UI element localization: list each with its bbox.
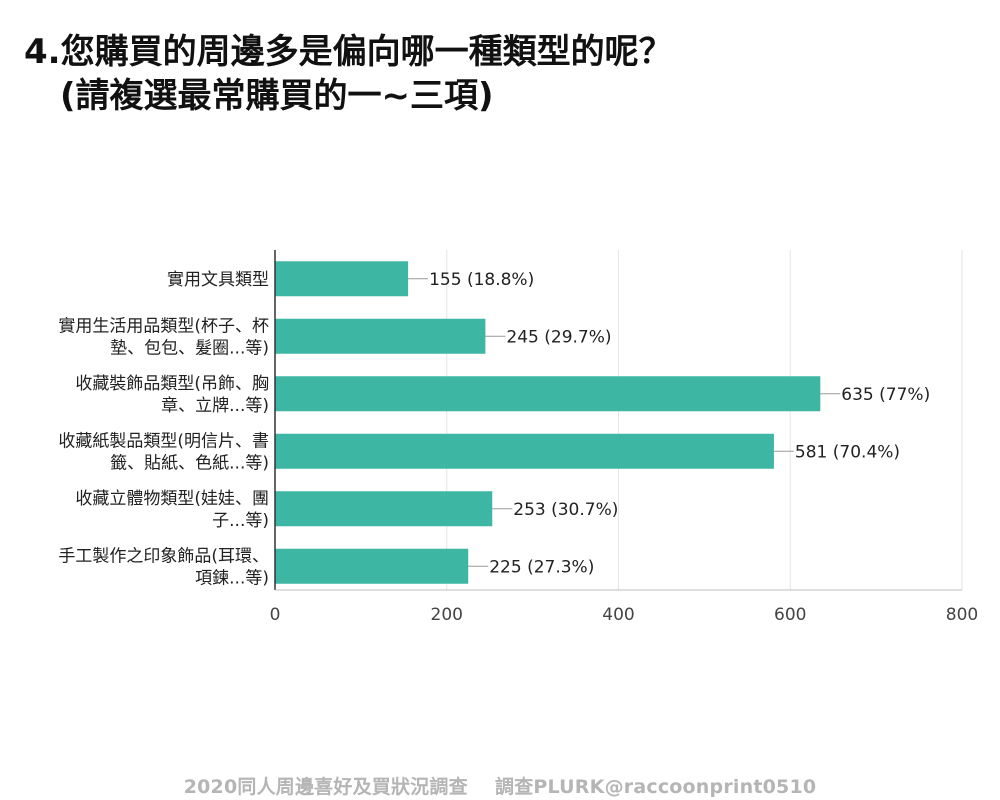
category-label: 收藏立體物類型(娃娃、團 xyxy=(75,489,269,509)
title-line-1: 4.您購買的周邊多是偏向哪一種類型的呢？ xyxy=(24,32,673,72)
category-label: 實用文具類型 xyxy=(167,270,269,290)
x-tick-label: 800 xyxy=(946,605,978,625)
value-label: 225 (27.3%) xyxy=(489,557,594,577)
category-label: 章、立牌...等) xyxy=(161,396,269,416)
category-label: 項鍊...等) xyxy=(195,568,269,588)
footer-credit: 2020同人周邊喜好及買狀況調查 調查PLURK@raccoonprint051… xyxy=(183,776,817,798)
value-label: 245 (29.7%) xyxy=(506,327,611,347)
bar-chart: 155 (18.8%) 實用文具類型 245 (29.7%) 實用生活用品類型(杯子、… xyxy=(58,250,978,625)
bar xyxy=(275,491,493,527)
value-label: 155 (18.8%) xyxy=(429,270,534,290)
x-tick-label: 400 xyxy=(602,605,634,625)
value-label: 253 (30.7%) xyxy=(513,500,618,520)
bar xyxy=(275,433,774,469)
x-tick-label: 200 xyxy=(431,605,463,625)
x-tick-label: 600 xyxy=(774,605,806,625)
category-label: 籤、貼紙、色紙...等) xyxy=(110,453,269,473)
category-label: 收藏裝飾品類型(吊飾、胸 xyxy=(75,374,269,394)
chart-title: 4.您購買的周邊多是偏向哪一種類型的呢？ (請複選最常購買的一~三項) xyxy=(24,30,673,118)
bar xyxy=(275,548,469,584)
title-line-2: (請複選最常購買的一~三項) xyxy=(60,76,494,116)
category-label: 手工製作之印象飾品(耳環、 xyxy=(58,546,269,566)
category-label: 收藏紙製品類型(明信片、書 xyxy=(58,431,269,451)
bar xyxy=(275,376,821,412)
bar xyxy=(275,318,486,354)
x-tick-label: 0 xyxy=(270,605,281,625)
category-label: 子...等) xyxy=(212,511,269,531)
bar xyxy=(275,261,409,297)
value-label: 635 (77%) xyxy=(841,385,930,405)
category-label: 實用生活用品類型(杯子、杯 xyxy=(58,316,269,336)
value-label: 581 (70.4%) xyxy=(795,442,900,462)
category-label: 墊、包包、髮圈...等) xyxy=(110,338,269,358)
